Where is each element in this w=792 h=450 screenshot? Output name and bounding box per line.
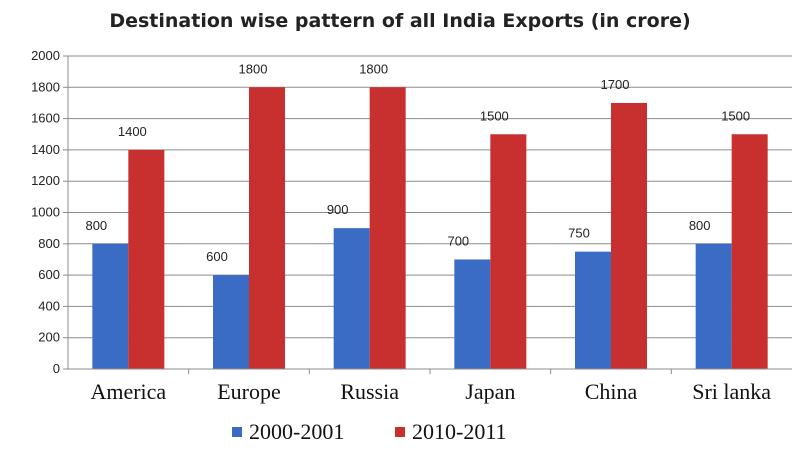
data-label: 900 — [327, 202, 349, 217]
data-label: 800 — [689, 218, 711, 233]
bar-series2 — [249, 87, 285, 370]
x-tick-label: Sri lanka — [692, 379, 771, 404]
legend: 2000-2001 2010-2011 — [232, 419, 507, 444]
x-tick-label: Russia — [340, 379, 399, 404]
y-axis-labels: 0 200 400 600 800 1000 1200 1400 1600 1800 2000 — [31, 48, 60, 376]
y-tick-label: 1800 — [31, 79, 60, 94]
data-label: 750 — [568, 226, 590, 241]
legend-label: 2000-2001 — [249, 419, 344, 444]
x-tick-label: America — [90, 379, 166, 404]
data-label: 700 — [447, 233, 469, 248]
gridlines — [63, 55, 792, 374]
y-tick-label: 0 — [53, 361, 60, 376]
bar-series1 — [92, 243, 129, 369]
x-axis-labels: America Europe Russia Japan China Sri lanka — [90, 379, 771, 404]
y-tick-label: 2000 — [31, 48, 60, 63]
bar-series2 — [611, 102, 647, 369]
data-label: 1400 — [118, 124, 147, 139]
bar-series1 — [333, 228, 370, 369]
bars — [92, 87, 768, 370]
data-labels: 800 1400 600 1800 900 1800 700 1500 750 1700 800 15… — [85, 61, 750, 264]
bar-series1 — [213, 275, 249, 369]
y-tick-label: 400 — [38, 298, 60, 313]
data-label: 1800 — [359, 61, 388, 76]
bar-series1 — [695, 243, 732, 369]
x-tick-label: China — [585, 379, 638, 404]
legend-swatch — [232, 427, 242, 437]
legend-label: 2010-2011 — [412, 419, 507, 444]
y-tick-label: 1200 — [31, 173, 60, 188]
data-label: 600 — [206, 249, 228, 264]
y-tick-label: 600 — [38, 267, 60, 282]
legend-swatch — [395, 427, 405, 437]
bar-series2 — [731, 134, 768, 369]
y-tick-label: 800 — [38, 236, 60, 251]
bar-series1 — [454, 259, 491, 369]
bar-series1 — [575, 251, 611, 369]
x-tick-label: Europe — [217, 379, 281, 404]
y-tick-label: 1600 — [31, 111, 60, 126]
data-label: 800 — [85, 218, 107, 233]
data-label: 1800 — [239, 61, 268, 76]
bar-series2 — [128, 149, 165, 369]
data-label: 1700 — [601, 77, 630, 92]
y-tick-label: 1400 — [31, 142, 60, 157]
y-tick-label: 1000 — [31, 205, 60, 220]
x-tick-label: Japan — [465, 379, 515, 404]
chart-title: Destination wise pattern of all India Ex… — [109, 10, 690, 32]
data-label: 1500 — [480, 108, 509, 123]
bar-series2 — [490, 134, 527, 369]
bar-series2 — [369, 87, 406, 370]
data-label: 1500 — [721, 108, 750, 123]
y-tick-label: 200 — [38, 330, 60, 345]
